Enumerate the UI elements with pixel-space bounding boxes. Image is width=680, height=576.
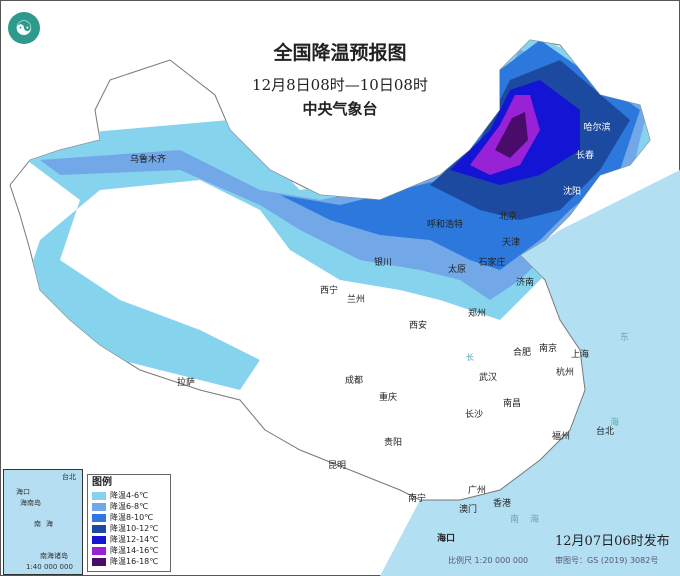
legend-item: 降温16-18℃ — [92, 556, 166, 567]
city-label: 武汉 — [478, 373, 498, 383]
city-label: 银川 — [373, 258, 393, 268]
sea-label: 南 — [510, 513, 519, 525]
city-label: 兰州 — [346, 295, 366, 305]
forecast-period: 12月8日08时—10日08时 — [252, 76, 428, 94]
map-scale: 比例尺 1:20 000 000 — [448, 556, 529, 565]
city-label: 长沙 — [464, 410, 484, 420]
legend-label: 降温14-16℃ — [110, 546, 159, 555]
city-label: 合肥 — [512, 348, 532, 358]
legend-swatch — [92, 524, 106, 533]
legend-swatch — [92, 557, 106, 566]
city-label: 济南 — [515, 278, 535, 288]
issue-time: 12月07日06时发布 — [555, 534, 670, 549]
city-label: 拉萨 — [176, 378, 196, 388]
city-label: 长春 — [575, 151, 595, 161]
inset-label: 南海诸岛 — [40, 552, 68, 560]
legend-label: 降温4-6℃ — [110, 491, 149, 500]
inset-scale: 1:40 000 000 — [26, 563, 73, 571]
city-label: 西安 — [408, 321, 428, 331]
issuer: 中央气象台 — [302, 100, 378, 118]
page-title: 全国降温预报图 — [273, 42, 407, 64]
city-label: 福州 — [551, 432, 571, 442]
city-label: 呼和浩特 — [426, 220, 464, 230]
legend-item: 降温14-16℃ — [92, 545, 166, 556]
legend-label: 降温16-18℃ — [110, 557, 159, 566]
river-label: 长 — [466, 352, 474, 362]
legend-item: 降温10-12℃ — [92, 523, 166, 534]
city-label: 昆明 — [327, 461, 347, 471]
sea-label: 海 — [610, 416, 619, 428]
review-number: 审图号：GS (2019) 3082号 — [555, 556, 659, 565]
city-label: 香港 — [492, 499, 512, 509]
inset-label: 南 — [34, 520, 41, 528]
inset-label: 海南岛 — [20, 499, 41, 507]
inset-label: 台北 — [62, 473, 76, 481]
city-label: 石家庄 — [478, 258, 506, 268]
city-label: 乌鲁木齐 — [129, 155, 167, 165]
city-label: 南宁 — [407, 494, 427, 504]
sea-area — [380, 170, 680, 576]
legend-swatch — [92, 491, 106, 500]
city-label: 哈尔滨 — [583, 123, 611, 133]
inset-label: 海口 — [16, 488, 30, 496]
legend-label: 降温8-10℃ — [110, 513, 154, 522]
city-label: 澳门 — [458, 505, 478, 515]
city-label: 重庆 — [378, 393, 398, 403]
city-label: 贵阳 — [383, 438, 403, 448]
city-label: 沈阳 — [562, 187, 582, 197]
city-label: 南昌 — [502, 399, 522, 409]
legend-label: 降温12-14℃ — [110, 535, 159, 544]
legend-swatch — [92, 546, 106, 555]
legend-label: 降温10-12℃ — [110, 524, 159, 533]
sea-label: 海 — [530, 513, 539, 525]
city-label: 北京 — [498, 212, 518, 222]
legend-swatch — [92, 513, 106, 522]
band-16-18 — [495, 112, 528, 158]
city-label: 郑州 — [467, 309, 487, 319]
legend-swatch — [92, 535, 106, 544]
legend: 图例 降温4-6℃ 降温6-8℃ 降温8-10℃ 降温10-12℃ 降温12-14℃ 降温… — [87, 474, 171, 572]
city-label: 南京 — [538, 344, 558, 354]
legend-item: 降温12-14℃ — [92, 534, 166, 545]
city-label: 海口 — [436, 534, 456, 544]
legend-title: 图例 — [92, 477, 112, 488]
south-china-sea-inset: 海口 海南岛 台北 南 海 南海诸岛 1:40 000 000 — [3, 469, 83, 575]
city-label: 广州 — [467, 486, 487, 496]
legend-item: 降温8-10℃ — [92, 512, 166, 523]
city-label: 台北 — [595, 427, 615, 437]
city-label: 太原 — [447, 265, 467, 275]
legend-label: 降温6-8℃ — [110, 502, 149, 511]
legend-item: 降温6-8℃ — [92, 501, 166, 512]
city-label: 杭州 — [555, 368, 575, 378]
legend-swatch — [92, 502, 106, 511]
inset-label: 海 — [46, 520, 53, 528]
sea-label: 东 — [620, 331, 629, 343]
cma-logo-icon: ☯ — [8, 12, 40, 44]
city-label: 西宁 — [319, 286, 339, 296]
legend-item: 降温4-6℃ — [92, 490, 166, 501]
city-label: 天津 — [501, 238, 521, 248]
city-label: 上海 — [570, 350, 590, 360]
city-label: 成都 — [344, 376, 364, 386]
